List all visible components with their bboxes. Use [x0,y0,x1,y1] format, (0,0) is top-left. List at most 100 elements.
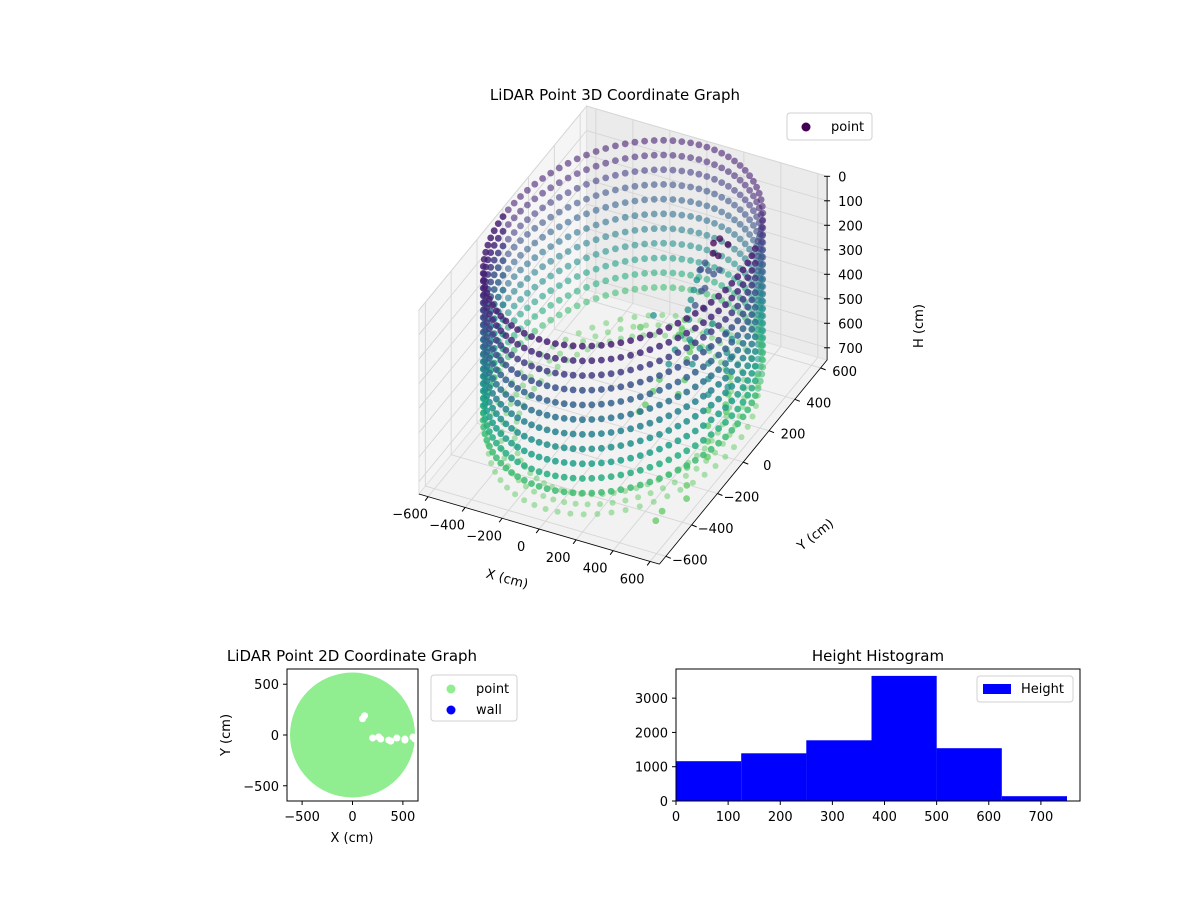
wall-point [728,368,736,375]
wall-point [739,325,747,333]
wall-point [560,341,568,349]
wall-point [646,405,654,412]
wall-point [520,344,528,352]
wall-point [602,203,610,211]
histogram-legend-frame [976,675,1074,703]
wall-point [725,197,732,205]
wall-point [535,483,543,490]
wall-point [573,302,581,310]
x-tick-mark [646,561,651,566]
wall-point [731,260,738,268]
wall-point [569,430,577,438]
wall-point [748,267,756,274]
wall-point [514,355,521,363]
wall-point [494,264,502,272]
gridline [586,179,828,251]
wall-point [731,187,738,194]
wall-point [539,204,546,212]
wall-point [486,413,493,421]
wall-point [751,348,759,355]
floor-point [533,475,540,482]
wall-point [656,460,663,468]
wall-point [650,166,658,174]
floor-point [557,350,564,357]
floor-point [650,498,657,505]
wall-point [725,212,732,220]
wall-point [711,161,718,169]
wall-point [656,475,663,482]
wall-point [524,275,531,282]
wall-point [583,269,590,276]
wall-point [691,398,699,405]
histogram-bar [936,748,1002,801]
y-tick-label: 0 [763,459,771,474]
wall-point [711,205,718,213]
wall-point [493,366,500,373]
wall-point [674,393,682,401]
histogram-legend-swatch [983,684,1011,694]
histogram-bar [676,761,742,801]
wall-point [728,427,736,434]
wall-point [678,285,686,292]
wall-point [703,290,711,298]
wall-point [759,363,767,371]
wall-point [531,224,539,232]
interior-point [710,270,718,278]
wall-point [573,170,581,178]
wall-point [564,292,572,299]
wall-point [497,342,505,349]
histogram-plot-frame [675,668,1081,802]
wall-point [621,228,629,236]
wall-point [734,390,742,398]
wall-point [535,409,543,417]
wall-point [598,400,605,408]
wall-point [508,336,515,344]
floor-point [744,423,751,430]
wall-point [602,233,610,241]
wall-point [746,216,753,224]
wall-point [751,318,759,326]
y-tick-mark [691,524,697,528]
wall-point [707,445,715,453]
wall-point [579,416,586,424]
wall-point [636,422,644,430]
wall-point [715,425,722,432]
wall-point [731,157,738,165]
wall-point [598,371,605,379]
wall-point [621,213,629,221]
wall-point [602,145,610,152]
z-tick-label: 500 [838,293,863,308]
wall-point [700,348,707,356]
wall-point [700,451,707,459]
x-tick-mark [498,517,503,523]
wall-point [573,273,581,280]
wall-point [543,455,551,463]
wall-point [646,390,654,398]
wall-point [755,219,763,227]
wall-point [531,254,539,262]
floor-point [511,435,518,442]
wall-point [514,473,521,480]
wall-point [744,318,752,326]
wall-point [583,210,590,218]
z-tick-label: 400 [838,268,863,283]
wall-point [715,322,722,329]
wall-point [502,376,510,384]
wall-point [746,187,753,194]
wall-point [560,488,568,496]
wall-point [660,195,667,203]
gap-point [411,735,418,743]
wall-point [660,151,667,159]
gap-point [375,733,383,741]
wall-point [695,156,703,163]
wall-point [669,196,677,203]
wall-point [636,349,644,357]
wall-point [489,448,496,456]
wall-point [486,340,493,347]
wall-point [535,468,543,476]
wall-point [718,193,726,201]
wall-point [504,294,512,302]
wall-point [486,442,493,450]
wall-point [683,344,691,352]
wall-point [751,274,759,282]
